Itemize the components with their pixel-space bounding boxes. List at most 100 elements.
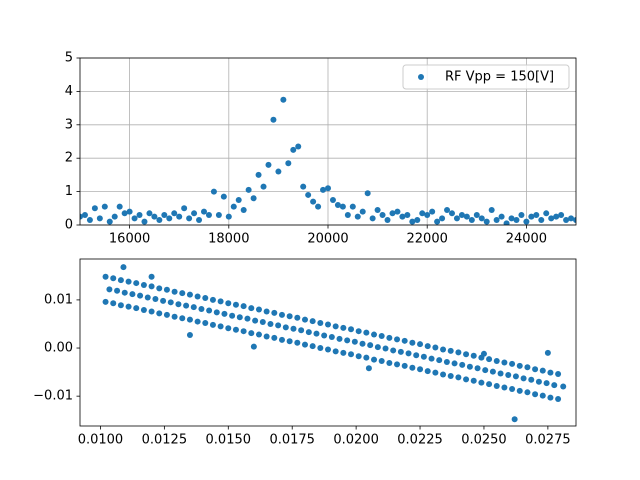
point	[447, 372, 454, 379]
point	[133, 305, 140, 312]
point	[190, 304, 197, 311]
point	[236, 314, 243, 321]
point	[424, 343, 431, 350]
point	[301, 316, 308, 323]
point	[378, 333, 385, 340]
point	[573, 216, 576, 223]
point	[378, 358, 385, 365]
point	[250, 195, 257, 202]
point	[397, 348, 404, 355]
point	[544, 349, 551, 356]
point	[225, 213, 232, 220]
point	[363, 354, 370, 361]
x-tick-label: 0.0150	[206, 433, 252, 448]
point	[399, 213, 406, 220]
point	[250, 343, 257, 350]
point	[359, 208, 366, 215]
point	[480, 350, 487, 357]
point	[336, 335, 343, 342]
point	[215, 211, 222, 218]
point	[146, 210, 153, 217]
point	[282, 324, 289, 331]
point	[409, 339, 416, 346]
point	[543, 210, 550, 217]
point	[294, 339, 301, 346]
point	[429, 208, 436, 215]
point	[558, 211, 565, 218]
point	[414, 216, 421, 223]
point	[301, 341, 308, 348]
point	[160, 297, 167, 304]
point	[156, 216, 163, 223]
point	[116, 203, 123, 210]
point	[432, 369, 439, 376]
point	[386, 359, 393, 366]
point	[201, 208, 207, 215]
point	[339, 203, 346, 210]
point	[229, 312, 236, 319]
point	[417, 366, 424, 373]
legend-label: RF Vpp = 150[V]	[445, 70, 554, 85]
point	[305, 329, 312, 336]
point	[101, 203, 108, 210]
point	[325, 321, 331, 328]
point	[458, 211, 465, 218]
point	[478, 379, 485, 386]
point	[501, 384, 508, 391]
point	[332, 323, 339, 330]
point	[321, 332, 328, 339]
point	[191, 210, 198, 217]
point	[300, 183, 307, 190]
y-tick-label: 2	[65, 151, 73, 166]
point	[240, 206, 247, 213]
point	[171, 288, 178, 295]
point	[493, 216, 500, 223]
point	[213, 309, 220, 316]
point	[163, 286, 170, 293]
point	[220, 193, 227, 200]
point	[225, 325, 232, 332]
point	[91, 205, 98, 212]
point	[409, 364, 416, 371]
point	[309, 318, 316, 325]
point	[221, 310, 228, 317]
point	[248, 330, 255, 337]
point	[171, 313, 178, 320]
point	[209, 321, 216, 328]
point	[498, 213, 505, 220]
axes-frame	[79, 258, 577, 427]
point	[295, 143, 302, 150]
point	[509, 360, 516, 367]
point	[317, 345, 324, 352]
point	[497, 370, 504, 377]
point	[459, 361, 466, 368]
point	[156, 310, 163, 317]
point	[232, 326, 239, 333]
point	[179, 290, 186, 297]
point	[270, 116, 277, 123]
point	[440, 346, 447, 353]
point	[493, 358, 500, 365]
point	[205, 211, 212, 218]
point	[432, 344, 439, 351]
point	[389, 210, 396, 217]
point	[210, 188, 217, 195]
point	[245, 186, 252, 193]
point	[286, 313, 293, 320]
point	[386, 334, 393, 341]
point	[259, 319, 266, 326]
point	[512, 373, 519, 380]
point	[417, 341, 424, 348]
point	[486, 381, 493, 388]
point	[516, 362, 523, 369]
point	[248, 305, 255, 312]
point	[503, 220, 510, 225]
y-tick-label: 0.01	[44, 292, 73, 307]
point	[278, 336, 285, 343]
point	[325, 185, 331, 192]
point	[524, 389, 531, 396]
point	[271, 334, 278, 341]
point	[298, 327, 305, 334]
point	[355, 328, 362, 335]
